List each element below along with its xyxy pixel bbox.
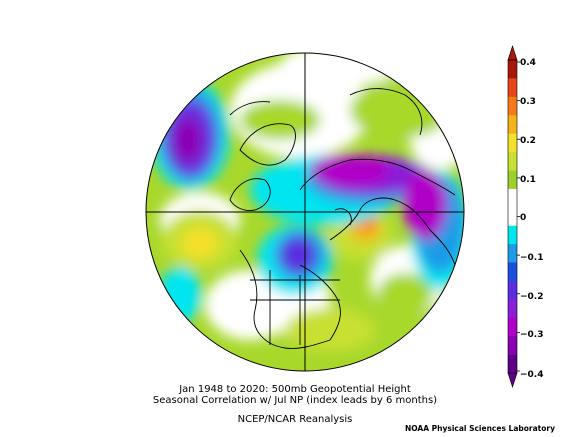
colorbar-tick-label: −0.4: [520, 370, 544, 380]
colorbar-bin: [508, 262, 517, 282]
colorbar-tick-label: −0.2: [520, 292, 544, 302]
coastlines: [229, 88, 456, 349]
credit-label: NOAA Physical Sciences Laboratory: [404, 424, 555, 433]
colorbar-bin: [508, 115, 517, 134]
colorbar-bin: [508, 354, 517, 374]
colorbar-bin: [508, 207, 517, 227]
colorbar-tick-label: −0.1: [520, 253, 544, 263]
colorbar-bin: [508, 244, 517, 263]
colorbar-tick-label: 0: [520, 213, 527, 223]
colorbar-bin: [508, 225, 517, 245]
colorbar-bin: [508, 317, 517, 337]
colorbar-tick-label: −0.3: [520, 330, 544, 340]
colorbar-tick-label: 0.3: [520, 97, 536, 107]
colorbar-bin: [508, 188, 517, 208]
colorbar-bin: [508, 152, 517, 171]
colorbar-bin: [508, 336, 517, 355]
colorbar-max-arrow: [507, 45, 518, 61]
colorbar-tick-label: 0.4: [520, 58, 536, 68]
colorbar-bin: [508, 60, 517, 79]
colorbar-bin: [508, 133, 517, 153]
map-title-line-2: Seasonal Correlation w/ Jul NP (index le…: [152, 395, 438, 406]
map-title-line-1: Jan 1948 to 2020: 500mb Geopotential Hei…: [179, 384, 411, 395]
colorbar-bin: [508, 280, 517, 300]
colorbar-tick-label: 0.1: [520, 175, 536, 185]
colorbar-bin: [508, 170, 517, 190]
colorbar-min-arrow: [507, 372, 518, 388]
colorbar-bin: [508, 299, 517, 319]
colorbar-bin: [508, 96, 517, 116]
colorbar: [507, 45, 520, 388]
dataset-label: NCEP/NCAR Reanalysis: [237, 414, 353, 425]
colorbar-tick-label: 0.2: [520, 136, 536, 146]
colorbar-bin: [508, 78, 517, 98]
